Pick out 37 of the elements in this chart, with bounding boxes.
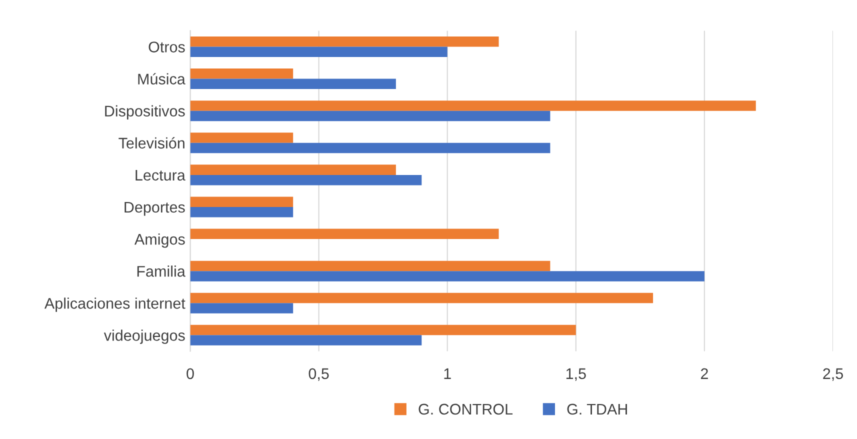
bar (190, 271, 704, 282)
bar (190, 36, 499, 47)
x-tick-label: 2,5 (823, 368, 843, 381)
bar (190, 68, 294, 79)
bar (190, 324, 576, 336)
bar (190, 132, 294, 143)
bar (190, 260, 550, 272)
y-tick-label: Dispositivos (105, 105, 185, 120)
bar (190, 228, 499, 240)
x-tick-label: 2 (700, 368, 708, 379)
bar (190, 196, 294, 207)
legend-label: G. TDAH (567, 404, 627, 415)
bar (190, 292, 654, 304)
y-tick-label: Familia (137, 266, 186, 277)
bar (190, 46, 448, 58)
y-tick-label: Otros (148, 42, 185, 52)
bar (190, 164, 396, 175)
y-tick-label: Amigos (134, 234, 185, 248)
bar (190, 206, 294, 218)
y-tick-label: Música (138, 73, 186, 84)
y-tick-label: videojuegos (104, 330, 185, 344)
x-tick-label: 0,5 (308, 368, 329, 381)
legend-label: G. CONTROL (418, 404, 513, 415)
bar (190, 142, 550, 154)
x-tick-label: 1,5 (566, 368, 586, 381)
y-tick-label: Televisión (118, 137, 184, 149)
bar (190, 110, 550, 122)
y-tick-label: Lectura (136, 170, 186, 181)
bar (190, 174, 422, 186)
bar (190, 78, 396, 90)
bar (190, 303, 294, 314)
bar (190, 335, 422, 346)
y-tick-label: Deportes (124, 202, 185, 216)
x-tick-label: 1 (444, 368, 451, 379)
bar (190, 100, 756, 111)
x-tick-label: 0 (186, 368, 194, 380)
y-tick-label: Aplicaciones internet (44, 298, 186, 312)
